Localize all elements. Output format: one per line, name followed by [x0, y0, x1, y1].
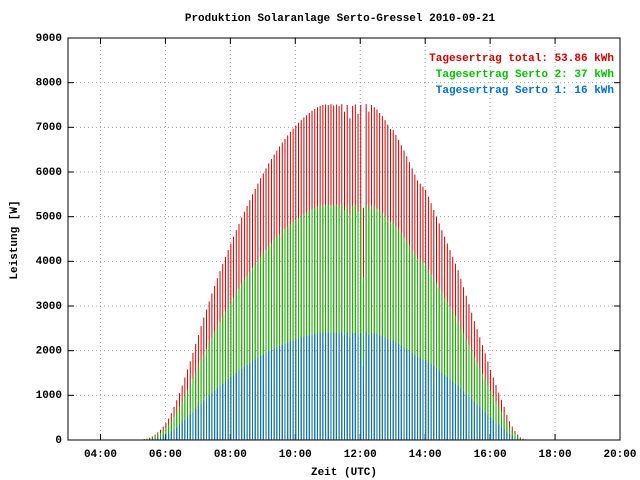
x-tick-label: 08:00: [214, 449, 247, 461]
x-tick-label: 10:00: [279, 449, 312, 461]
x-tick-label: 18:00: [539, 449, 572, 461]
x-tick-label: 12:00: [344, 449, 377, 461]
plot-border: [67, 37, 621, 441]
x-axis-label: Zeit (UTC): [311, 467, 377, 479]
y-tick-label: 3000: [36, 301, 62, 313]
y-tick-label: 0: [55, 435, 62, 447]
legend-entry: Tagesertrag Serto 1: 16 kWh: [436, 85, 614, 97]
x-tick-label: 06:00: [149, 449, 182, 461]
y-tick-label: 4000: [36, 256, 62, 268]
y-tick-label: 2000: [36, 346, 62, 358]
y-tick-label: 9000: [36, 33, 62, 45]
y-tick-label: 5000: [36, 212, 62, 224]
x-tick-label: 04:00: [84, 449, 117, 461]
x-tick-label: 14:00: [409, 449, 442, 461]
y-tick-label: 7000: [36, 122, 62, 134]
y-tick-label: 1000: [36, 390, 62, 402]
legend-entry: Tagesertrag Serto 2: 37 kWh: [436, 69, 614, 81]
y-tick-label: 8000: [36, 78, 62, 90]
y-axis-label: Leistung [W]: [9, 200, 21, 279]
x-tick-label: 16:00: [474, 449, 507, 461]
x-tick-label: 20:00: [603, 449, 636, 461]
y-tick-label: 6000: [36, 167, 62, 179]
legend-entry: Tagesertrag total: 53.86 kWh: [429, 53, 614, 65]
chart-title: Produktion Solaranlage Serto-Gressel 201…: [185, 13, 496, 25]
